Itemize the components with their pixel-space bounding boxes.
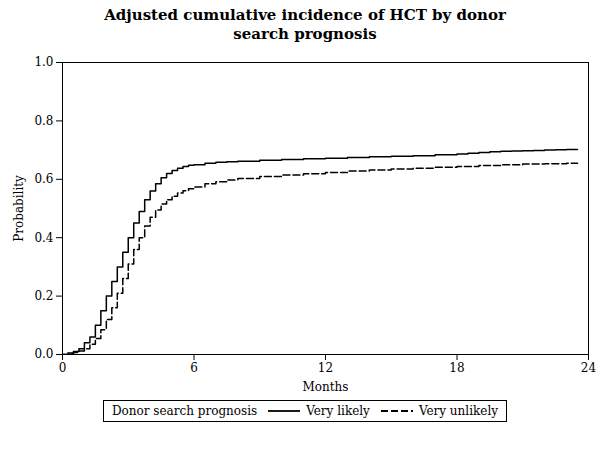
- svg-text:0.4: 0.4: [34, 230, 53, 244]
- html-text:Very unlikely: Very unlikely: [418, 403, 498, 418]
- svg-text:0.8: 0.8: [34, 113, 53, 127]
- svg-text:24: 24: [581, 361, 597, 375]
- svg-text:0.2: 0.2: [34, 288, 53, 302]
- svg-text:Probability: Probability: [12, 174, 26, 241]
- svg-text:0.6: 0.6: [34, 172, 53, 186]
- svg-text:1.0: 1.0: [34, 55, 53, 69]
- svg-text:18: 18: [449, 361, 464, 375]
- svg-text:Months: Months: [303, 379, 349, 393]
- svg-text:12: 12: [318, 361, 333, 375]
- svg-text:6: 6: [190, 361, 198, 375]
- html-text:Donor search prognosis: Donor search prognosis: [112, 403, 258, 418]
- svg-text:0.0: 0.0: [34, 347, 53, 361]
- svg-text:0: 0: [59, 361, 67, 375]
- html-text:Adjusted cumulative incidence: Adjusted cumulative incidence of HCT by …: [104, 6, 506, 43]
- html-text:Very likely: Very likely: [306, 403, 370, 418]
